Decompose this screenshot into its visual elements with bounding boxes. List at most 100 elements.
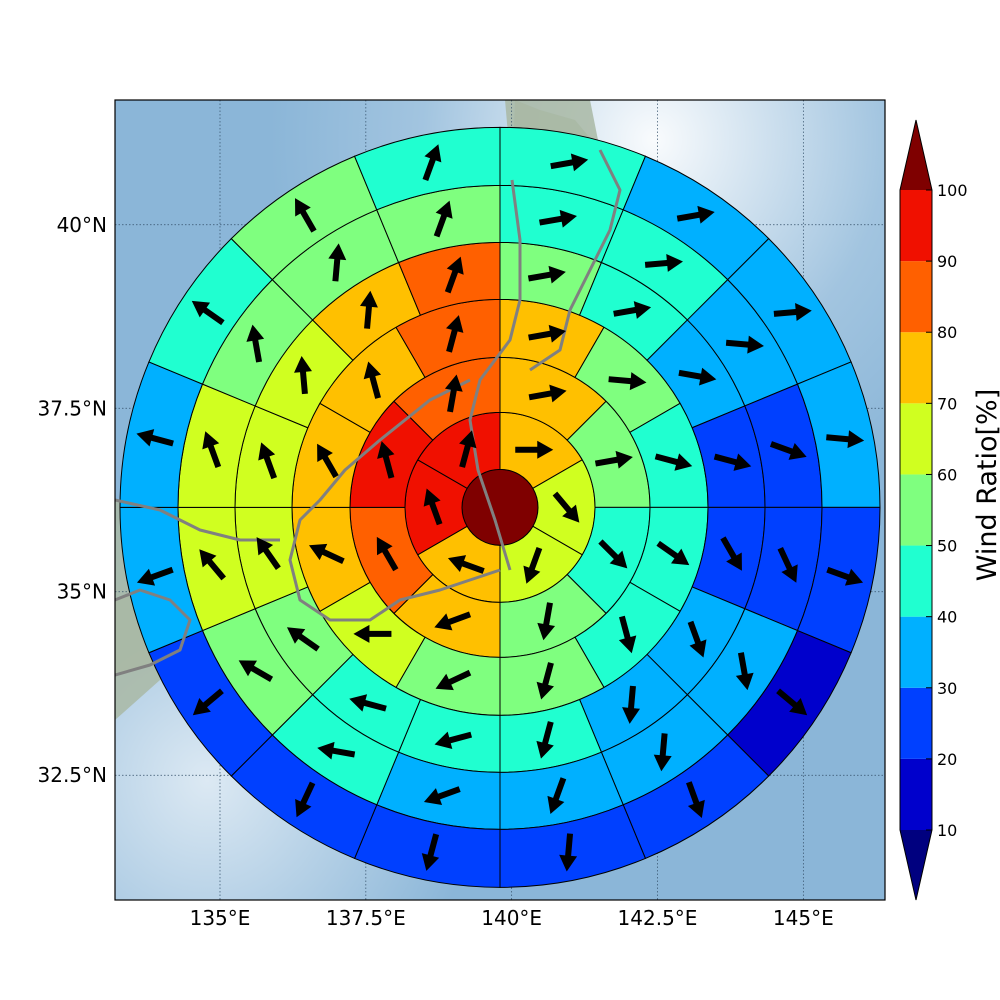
wind-arrow (199, 549, 227, 581)
wind-arrow (444, 374, 463, 413)
colorbar-segment (900, 474, 932, 546)
latitude-tick-label: 37.5°N (38, 396, 108, 420)
wind-arrow (136, 566, 174, 586)
longitude-tick-label: 137.5°E (326, 906, 406, 930)
colorbar-segment (900, 687, 932, 759)
wind-arrow (294, 198, 317, 233)
colorbar-tick-label: 90 (937, 252, 957, 271)
wind-arrow (656, 540, 690, 566)
wind-arrow (444, 256, 464, 294)
wind-arrow (594, 450, 633, 469)
wind-arrow (294, 356, 312, 395)
wind-arrow (238, 660, 274, 682)
wind-arrow (136, 429, 174, 447)
colorbar-tick-label: 60 (937, 465, 957, 484)
wind-arrow (349, 694, 387, 712)
wind-arrow (434, 611, 472, 631)
wind-arrow (363, 361, 382, 399)
wind-arrow (192, 688, 224, 716)
wind-arrow (328, 243, 347, 282)
latitude-tick-labels: 40°N 37.5°N 35°N 32.5°N (38, 213, 108, 787)
colorbar-under-triangle (900, 830, 932, 900)
wind-arrow (459, 430, 477, 468)
wind-arrow (725, 335, 764, 354)
wind-arrow (308, 543, 345, 564)
colorbar-segment (900, 403, 932, 475)
wind-arrow (536, 721, 554, 759)
wind-arrow (421, 833, 440, 871)
wind-arrow (613, 301, 652, 319)
wind-arrow (773, 303, 812, 321)
wind-arrow (446, 315, 464, 353)
colorbar-segment (900, 261, 932, 333)
wind-arrow (317, 443, 339, 479)
wind-arrow (547, 777, 567, 814)
wind-arrow (515, 440, 554, 459)
colorbar-tick-label: 50 (937, 537, 957, 556)
wind-arrow (559, 833, 578, 872)
wind-arrow (735, 652, 754, 691)
wind-arrow (528, 384, 567, 403)
wind-arrow (537, 602, 556, 641)
wind-arrow (678, 367, 717, 386)
wind-arrow (713, 453, 752, 471)
coastline-segment (529, 149, 622, 372)
wind-arrow (433, 200, 453, 238)
coastline-segment (115, 588, 192, 677)
colorbar: 10 20 30 40 50 60 70 80 90 100 (899, 119, 968, 901)
wind-arrow (676, 205, 715, 224)
wind-arrow (528, 324, 567, 343)
latitude-tick-label: 32.5°N (38, 763, 108, 787)
longitude-tick-label: 140°E (481, 906, 542, 930)
colorbar-segment (900, 758, 932, 830)
latitude-tick-label: 40°N (57, 213, 107, 237)
wind-arrow (256, 537, 281, 570)
coastline-segment (468, 179, 522, 571)
wind-arrow (686, 781, 705, 818)
wind-arrow (377, 441, 395, 479)
colorbar-segment (900, 545, 932, 617)
wind-arrow (769, 441, 807, 460)
wind-arrow (644, 253, 683, 272)
wind-arrow (776, 688, 808, 716)
wind-arrow (359, 290, 378, 329)
colorbar-over-triangle (900, 120, 932, 190)
wind-arrow (423, 488, 443, 526)
wind-arrow (653, 733, 672, 772)
wind-arrow (258, 442, 278, 480)
wind-arrow (295, 781, 316, 818)
colorbar-tick-label: 80 (937, 323, 957, 342)
colorbar-segment (900, 616, 932, 688)
wind-arrow (527, 265, 566, 284)
wind-arrow (720, 536, 742, 571)
colorbar-tick-label: 40 (937, 608, 957, 627)
colorbar-tick-label: 100 (937, 181, 968, 200)
wind-arrow (317, 741, 356, 760)
wind-arrow (539, 209, 577, 228)
wind-arrow (353, 624, 392, 643)
longitude-tick-label: 142.5°E (618, 906, 698, 930)
colorbar-tick-label: 70 (937, 394, 957, 413)
coastline-segment (115, 498, 280, 542)
wind-arrows (136, 144, 865, 872)
wind-arrow (422, 144, 442, 182)
wind-arrow (777, 547, 798, 583)
colorbar-tick-label: 10 (937, 821, 957, 840)
colorbar-segment (900, 190, 932, 262)
map-frame (114, 99, 886, 901)
wind-arrow (447, 555, 485, 574)
wind-arrow (622, 685, 641, 724)
wind-arrow (618, 615, 637, 654)
coastline (115, 149, 622, 677)
wind-arrow (550, 153, 589, 172)
longitude-tick-label: 135°E (190, 906, 251, 930)
wind-arrow (202, 431, 222, 469)
wind-arrow (654, 453, 693, 471)
wind-arrow (191, 300, 225, 326)
longitude-tick-label: 145°E (773, 906, 834, 930)
coastline-segment (288, 378, 501, 622)
wind-arrow (552, 491, 580, 523)
wind-arrow (826, 566, 864, 586)
wind-arrow (598, 539, 628, 569)
